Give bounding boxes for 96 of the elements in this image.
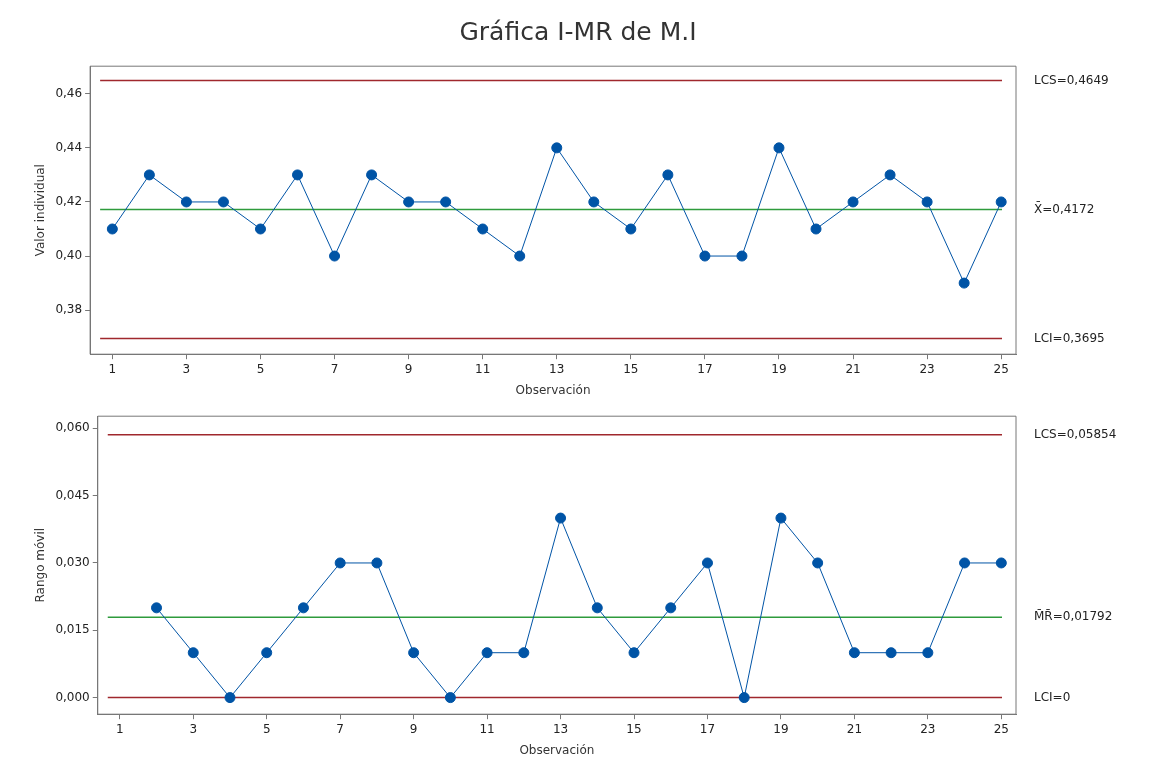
x-tick-label: 3	[182, 361, 191, 376]
x-tick-label: 25	[993, 361, 1009, 376]
x-tick-label: 17	[697, 361, 713, 376]
point	[699, 250, 711, 262]
y-tick-label: 0,045	[55, 487, 90, 502]
point	[995, 196, 1007, 208]
x-axis-title: Observación	[519, 742, 595, 757]
point	[481, 647, 493, 659]
point	[292, 169, 304, 181]
x-tick-label: 7	[336, 721, 344, 736]
point	[261, 647, 273, 659]
y-tick-label: 0,030	[55, 555, 90, 570]
point	[628, 647, 640, 659]
x-tick-label: 21	[845, 361, 861, 376]
point	[812, 557, 824, 569]
y-axis-title: Rango móvil	[33, 527, 48, 603]
x-tick-label: 11	[475, 361, 491, 376]
y-axis-title: Valor individual	[33, 164, 48, 257]
point	[701, 557, 713, 569]
point	[662, 169, 674, 181]
point	[180, 196, 192, 208]
chart-title: Gráfica I-MR de M.I	[458, 16, 698, 48]
x-tick-label: 23	[920, 721, 936, 736]
x-tick-label: 19	[773, 721, 789, 736]
point	[847, 196, 859, 208]
y-tick-label: 0,40	[55, 248, 83, 263]
y-tick-label: 0,42	[55, 194, 83, 209]
point	[217, 196, 229, 208]
x-tick-label: 9	[404, 361, 413, 376]
point	[329, 250, 341, 262]
point	[254, 223, 266, 235]
y-tick-label: 0,000	[55, 689, 90, 704]
y-tick-label: 0,060	[55, 420, 90, 435]
point	[551, 142, 563, 154]
x-tick-label: 15	[626, 721, 642, 736]
point	[151, 602, 163, 614]
point	[959, 557, 971, 569]
x-axis-title: Observación	[515, 382, 591, 397]
point	[922, 647, 934, 659]
point	[958, 277, 970, 289]
point	[334, 557, 346, 569]
point	[588, 196, 600, 208]
point	[921, 196, 933, 208]
point	[995, 557, 1007, 569]
x-tick-label: 17	[699, 721, 716, 736]
x-tick-label: 1	[108, 361, 117, 376]
point	[106, 223, 118, 235]
point	[884, 169, 896, 181]
point	[514, 250, 526, 262]
x-tick-label: 5	[256, 361, 265, 376]
point	[555, 512, 567, 524]
point	[408, 647, 420, 659]
point	[444, 692, 456, 704]
point	[885, 647, 897, 659]
point	[143, 169, 155, 181]
ref-line-label: LCI=0,3695	[1034, 330, 1105, 345]
point	[440, 196, 452, 208]
y-tick-label: 0,015	[55, 622, 90, 637]
point	[625, 223, 637, 235]
point	[773, 142, 785, 154]
x-tick-label: 5	[262, 721, 271, 736]
y-tick-label: 0,44	[55, 139, 83, 154]
point	[775, 512, 787, 524]
x-tick-label: 7	[330, 361, 339, 376]
x-tick-label: 13	[549, 361, 565, 376]
y-tick-label: 0,38	[55, 302, 83, 317]
point	[297, 602, 309, 614]
point	[665, 602, 677, 614]
x-tick-label: 21	[846, 721, 863, 736]
x-tick-label: 23	[919, 361, 935, 376]
x-tick-label: 25	[993, 721, 1009, 736]
ref-line-label: X̄=0,4172	[1034, 201, 1095, 216]
point	[736, 250, 748, 262]
ref-line-label: LCS=0,05854	[1034, 426, 1117, 441]
point	[403, 196, 415, 208]
point	[224, 692, 236, 704]
point	[848, 647, 860, 659]
point	[477, 223, 489, 235]
point	[366, 169, 378, 181]
ref-line-label: M̄R̄=0,01792	[1034, 609, 1113, 624]
point	[187, 647, 199, 659]
point	[518, 647, 530, 659]
x-tick-label: 11	[479, 721, 495, 736]
point	[591, 602, 603, 614]
ref-line-label: LCI=0	[1034, 689, 1071, 704]
x-tick-label: 15	[623, 361, 639, 376]
ref-line-label: LCS=0,4649	[1034, 72, 1109, 87]
x-tick-label: 3	[189, 721, 198, 736]
x-tick-label: 1	[115, 721, 124, 736]
x-tick-label: 19	[771, 361, 787, 376]
point	[738, 692, 750, 704]
point	[371, 557, 383, 569]
x-tick-label: 9	[409, 721, 418, 736]
y-tick-label: 0,46	[55, 85, 83, 100]
point	[810, 223, 822, 235]
x-tick-label: 13	[552, 721, 569, 736]
